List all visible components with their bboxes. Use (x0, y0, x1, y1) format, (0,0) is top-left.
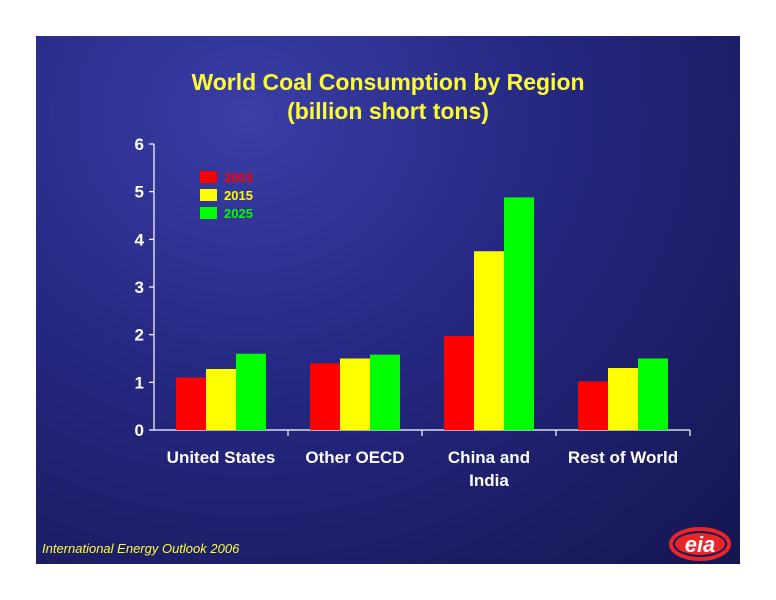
bar-2025 (504, 197, 534, 430)
slide: World Coal Consumption by Region (billion… (36, 36, 740, 564)
bar-2025 (236, 353, 266, 430)
bar-2015 (206, 368, 236, 430)
footer-source: International Energy Outlook 2006 (42, 541, 240, 556)
y-tick-label: 4 (135, 230, 145, 249)
legend-swatch-2003 (200, 171, 217, 183)
chart: World Coal Consumption by Region (billion… (135, 69, 691, 490)
y-tick-label: 6 (135, 135, 144, 154)
x-category-label: China and (448, 448, 530, 467)
legend-swatch-2015 (200, 189, 217, 201)
legend-swatch-2025 (200, 207, 217, 219)
x-category-label: Rest of World (568, 448, 678, 467)
bar-2025 (638, 358, 668, 430)
legend-label-2015: 2015 (224, 188, 253, 203)
y-tick-label: 5 (135, 183, 144, 202)
bar-2015 (340, 358, 370, 430)
chart-title-line: World Coal Consumption by Region (191, 69, 584, 95)
chart-title-line: (billion short tons) (287, 98, 489, 124)
bar-2003 (444, 336, 474, 430)
x-category-label: India (469, 471, 509, 490)
eia-logo: eia (669, 527, 731, 561)
bar-2003 (578, 381, 608, 430)
bar-2015 (474, 251, 504, 430)
y-tick-label: 3 (135, 278, 144, 297)
legend-label-2003: 2003 (224, 170, 253, 185)
eia-logo-text: eia (685, 532, 716, 557)
legend-label-2025: 2025 (224, 206, 253, 221)
y-tick-label: 0 (135, 421, 144, 440)
bar-2003 (310, 363, 340, 430)
x-category-label: Other OECD (305, 448, 404, 467)
y-tick-label: 1 (135, 373, 144, 392)
bar-2025 (370, 354, 400, 430)
x-category-label: United States (167, 448, 276, 467)
bar-2015 (608, 368, 638, 430)
bar-2003 (176, 377, 206, 430)
y-tick-label: 2 (135, 326, 144, 345)
